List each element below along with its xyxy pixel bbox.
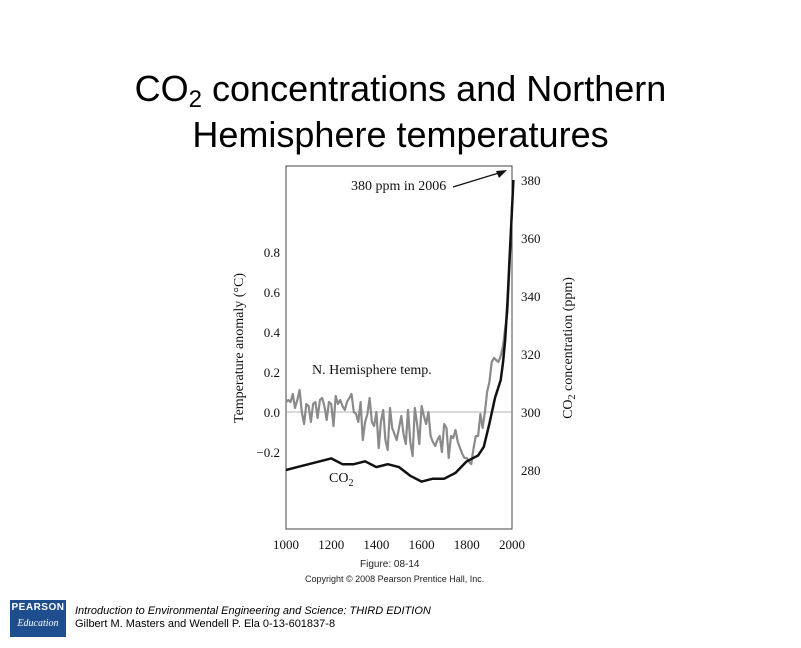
left-y-tick-label: 0.2 [264,365,280,380]
co2-temperature-chart: 1000 1200 1400 1600 1800 2000 0.8 0.6 0.4 0.2 0.0… [232,165,578,584]
right-y-tick-label: 280 [521,463,541,478]
title-line-2: Hemisphere temperatures [192,114,609,155]
slide-footer: Introduction to Environmental Engineerin… [75,605,431,631]
left-axis-tick-labels: 0.8 0.6 0.4 0.2 0.0 −0.2 [256,245,280,460]
pearson-logo: PEARSON Education [10,600,66,637]
right-axis-label: CO2 concentration (ppm) [561,277,578,419]
x-tick-labels: 1000 1200 1400 1600 1800 2000 [273,537,525,552]
right-y-tick-label: 360 [521,231,541,246]
footer-authors: Gilbert M. Masters and Wendell P. Ela 0-… [75,618,336,630]
x-tick-label: 2000 [499,537,525,552]
peak-annotation-arrow [452,171,503,188]
x-tick-label: 1600 [409,537,435,552]
temperature-series-line [285,205,514,466]
right-y-tick-label: 340 [521,289,541,304]
left-y-tick-label: 0.6 [264,285,281,300]
peak-annotation: 380 ppm in 2006 [351,179,446,194]
title-line-1: CO2 concentrations and Northern [134,68,667,113]
right-y-tick-label: 380 [521,173,541,188]
left-axis-label: Temperature anomaly (°C) [232,273,247,423]
copyright-text: Copyright © 2008 Pearson Prentice Hall, … [305,574,484,584]
left-y-tick-label: −0.2 [256,445,280,460]
right-axis-tick-labels: 380 360 340 320 300 280 [521,173,541,478]
left-y-tick-label: 0.0 [264,405,280,420]
co2-series-line [285,179,515,483]
x-tick-label: 1200 [318,537,344,552]
co2-series-label: CO2 [329,471,353,489]
right-y-tick-label: 300 [521,405,541,420]
x-tick-label: 1000 [273,537,299,552]
right-y-tick-label: 320 [521,347,541,362]
figure-label: Figure: 08-14 [360,559,420,570]
plot-frame [285,165,513,530]
footer-book-title: Introduction to Environmental Engineerin… [75,605,431,617]
x-tick-label: 1400 [363,537,389,552]
x-tick-label: 1800 [454,537,480,552]
temperature-series-label: N. Hemisphere temp. [312,363,432,378]
left-y-tick-label: 0.8 [264,245,280,260]
slide-title: CO2 concentrations and Northern Hemisphe… [0,66,801,158]
left-y-tick-label: 0.4 [264,325,281,340]
arrowhead-icon [496,170,507,178]
